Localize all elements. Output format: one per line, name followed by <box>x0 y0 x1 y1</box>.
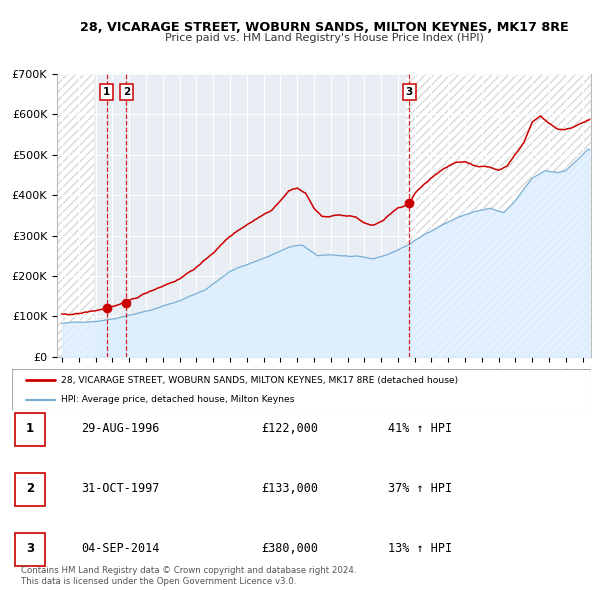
Text: 28, VICARAGE STREET, WOBURN SANDS, MILTON KEYNES, MK17 8RE (detached house): 28, VICARAGE STREET, WOBURN SANDS, MILTO… <box>61 376 458 385</box>
Text: 2: 2 <box>123 87 130 97</box>
Bar <box>57 74 94 357</box>
Bar <box>15 533 45 566</box>
Text: 04-SEP-2014: 04-SEP-2014 <box>82 542 160 555</box>
Text: 2: 2 <box>26 482 34 495</box>
Text: Contains HM Land Registry data © Crown copyright and database right 2024.: Contains HM Land Registry data © Crown c… <box>21 566 356 575</box>
Text: £380,000: £380,000 <box>261 542 318 555</box>
Text: 3: 3 <box>406 87 413 97</box>
Bar <box>15 473 45 506</box>
Bar <box>15 413 45 445</box>
Text: 1: 1 <box>26 422 34 435</box>
Text: HPI: Average price, detached house, Milton Keynes: HPI: Average price, detached house, Milt… <box>61 395 295 404</box>
Text: 31-OCT-1997: 31-OCT-1997 <box>82 482 160 495</box>
Text: 37% ↑ HPI: 37% ↑ HPI <box>388 482 452 495</box>
Text: This data is licensed under the Open Government Licence v3.0.: This data is licensed under the Open Gov… <box>21 577 296 586</box>
Text: 29-AUG-1996: 29-AUG-1996 <box>82 422 160 435</box>
Bar <box>57 74 94 357</box>
Text: 1: 1 <box>103 87 110 97</box>
Text: 41% ↑ HPI: 41% ↑ HPI <box>388 422 452 435</box>
Bar <box>406 74 591 357</box>
Text: 13% ↑ HPI: 13% ↑ HPI <box>388 542 452 555</box>
Text: 28, VICARAGE STREET, WOBURN SANDS, MILTON KEYNES, MK17 8RE: 28, VICARAGE STREET, WOBURN SANDS, MILTO… <box>80 21 568 34</box>
Text: £122,000: £122,000 <box>261 422 318 435</box>
Text: 3: 3 <box>26 542 34 555</box>
Text: £133,000: £133,000 <box>261 482 318 495</box>
Text: Price paid vs. HM Land Registry's House Price Index (HPI): Price paid vs. HM Land Registry's House … <box>164 33 484 43</box>
Bar <box>406 74 591 357</box>
